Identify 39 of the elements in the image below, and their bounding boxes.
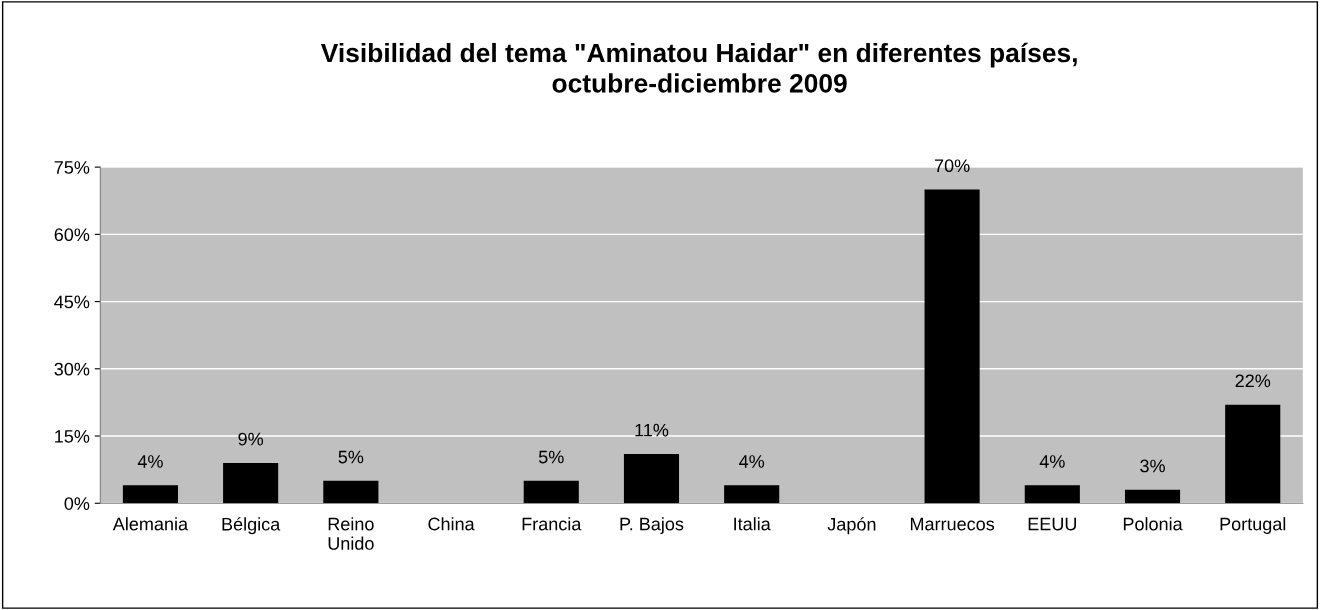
x-tick-label: Francia — [522, 517, 582, 531]
bar — [623, 453, 680, 504]
data-label: 4% — [137, 455, 163, 468]
bar — [1024, 485, 1080, 504]
x-tick-label: Japón — [827, 517, 876, 535]
x-tick-label: Reino Unido — [328, 517, 374, 550]
data-label: 22% — [1235, 374, 1271, 388]
x-tick-label: Portugal — [1220, 517, 1286, 534]
x-tick-label: Alemania — [112, 517, 189, 531]
y-tick-label: 75% — [54, 161, 90, 174]
x-tick-label: EEUU — [1028, 517, 1076, 531]
data-label: 5% — [538, 450, 564, 464]
bar — [223, 462, 279, 504]
x-tick-label: Bélgica — [222, 517, 281, 535]
y-tick-label: 15% — [55, 430, 90, 443]
data-label: 5% — [338, 450, 364, 464]
data-label: 4% — [1039, 455, 1065, 468]
bar — [122, 485, 178, 504]
y-tick-label: 60% — [54, 228, 90, 242]
bar — [1124, 489, 1181, 504]
x-tick-label: Italia — [734, 517, 771, 531]
x-tick-label: Marruecos — [910, 517, 995, 531]
y-tick-label: 30% — [54, 362, 90, 376]
x-tick-label: Polonia — [1123, 517, 1183, 531]
data-label: 70% — [934, 159, 970, 173]
x-tick-label: P. Bajos — [620, 517, 684, 534]
y-tick-label: 0% — [64, 497, 90, 510]
bar — [523, 480, 579, 504]
bar — [924, 189, 980, 504]
bar — [1225, 404, 1281, 504]
data-label: 3% — [1140, 459, 1165, 473]
x-tick-label: China — [428, 517, 475, 531]
bar — [323, 480, 379, 504]
data-label: 4% — [739, 455, 765, 468]
data-label: 9% — [238, 432, 264, 446]
y-tick-label: 45% — [54, 295, 90, 309]
bar — [724, 485, 780, 504]
chart-title: Visibilidad del tema "Aminatou Haidar" en diferentes países, octubre-diciembre 2009 — [320, 42, 1077, 93]
data-label: 11% — [635, 423, 669, 437]
